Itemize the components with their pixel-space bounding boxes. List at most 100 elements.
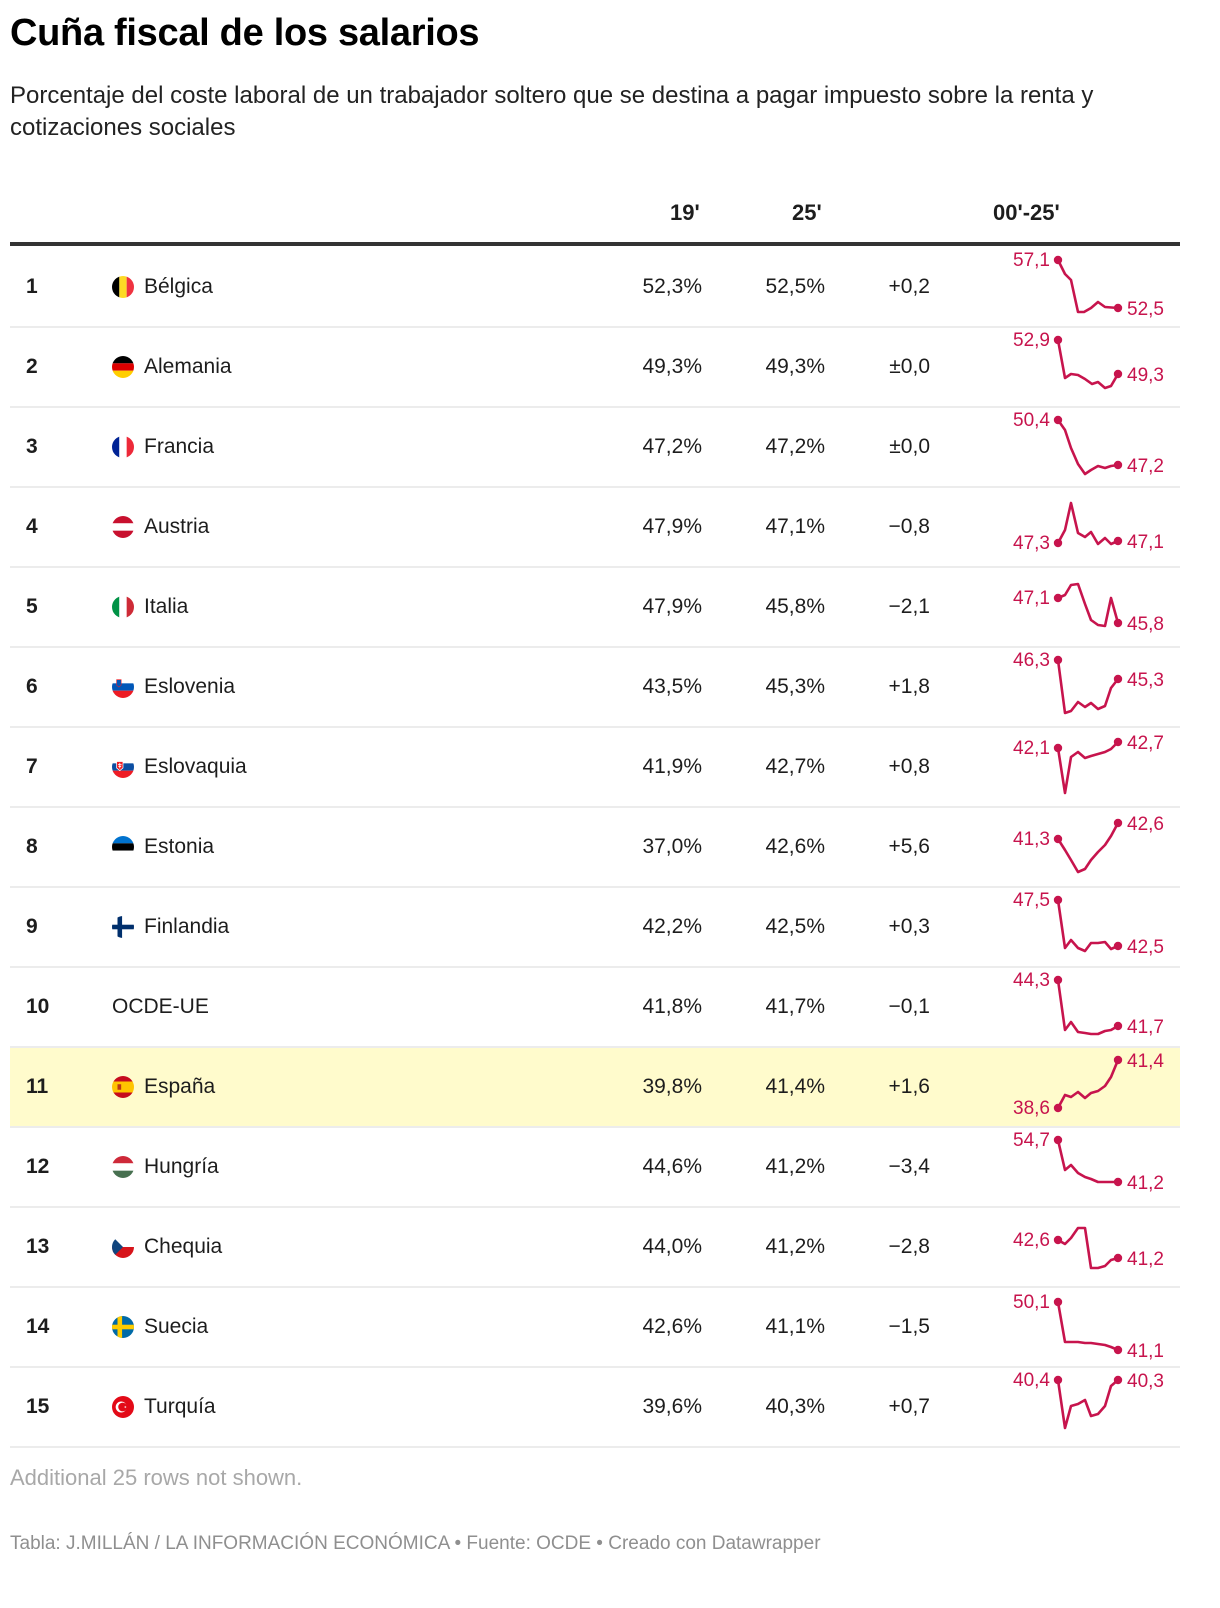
difference: ±0,0 [889, 435, 930, 458]
sparkline-start-label: 47,3 [1013, 533, 1050, 554]
difference: +1,8 [888, 675, 930, 698]
column-header-trend: 00'-25' [993, 200, 1060, 225]
rank: 11 [26, 1075, 49, 1098]
sparkline-start-label: 42,1 [1013, 738, 1050, 759]
sparkline-start-label: 52,9 [1013, 330, 1050, 351]
table-row: 9 Finlandia 42,2% 42,5% +0,3 47,5 42,5 [10, 888, 1180, 968]
country-cell: Italia [112, 568, 188, 646]
value-2019: 39,8% [642, 1075, 702, 1098]
table-row: 11 España 39,8% 41,4% +1,6 38,6 41,4 [10, 1048, 1180, 1128]
estonia-flag-icon [112, 836, 134, 858]
sparkline-start-label: 40,4 [1013, 1370, 1050, 1391]
value-2025: 47,1% [765, 515, 825, 538]
value-2025: 41,1% [765, 1315, 825, 1338]
sparkline-start-label: 47,5 [1013, 890, 1050, 911]
table-row: 1 Bélgica 52,3% 52,5% +0,2 57,1 52,5 [10, 248, 1180, 328]
value-2019: 43,5% [642, 675, 702, 698]
country-name: Eslovenia [144, 675, 236, 698]
trend-sparkline: 44,3 41,7 [990, 968, 1180, 1046]
country-name: Bélgica [144, 275, 213, 298]
sparkline-end-label: 41,1 [1127, 1341, 1164, 1362]
column-header-25[interactable]: 25' [792, 200, 822, 225]
country-name: Italia [144, 595, 189, 618]
sparkline-end-label: 42,7 [1127, 733, 1164, 754]
trend-sparkline: 57,1 52,5 [990, 248, 1180, 326]
source-footer: Tabla: J.MILLÁN / LA INFORMACIÓN ECONÓMI… [10, 1533, 821, 1554]
value-2019: 47,9% [642, 515, 702, 538]
sparkline-end-label: 45,3 [1127, 670, 1164, 691]
spain-flag-icon [112, 1076, 134, 1098]
rank: 15 [26, 1395, 50, 1418]
sparkline-start-label: 41,3 [1013, 829, 1050, 850]
value-2025: 41,7% [765, 995, 825, 1018]
sparkline-end-label: 47,2 [1127, 456, 1164, 477]
slovenia-flag-icon [112, 676, 134, 698]
trend-sparkline: 42,1 42,7 [990, 728, 1180, 806]
country-cell: Eslovenia [112, 648, 235, 726]
difference: +0,3 [888, 915, 930, 938]
rows-not-shown-note: Additional 25 rows not shown. [10, 1465, 303, 1490]
turkey-flag-icon [112, 1396, 134, 1418]
difference: −1,5 [888, 1315, 930, 1338]
rank: 6 [26, 675, 38, 698]
table-row: 12 Hungría 44,6% 41,2% −3,4 54,7 41,2 [10, 1128, 1180, 1208]
value-2025: 45,3% [765, 675, 825, 698]
value-2025: 42,7% [765, 755, 825, 778]
difference: +5,6 [888, 835, 930, 858]
trend-sparkline: 42,6 41,2 [990, 1208, 1180, 1286]
value-2019: 44,0% [642, 1235, 702, 1258]
difference: −2,1 [888, 595, 930, 618]
rank: 9 [26, 915, 38, 938]
hungary-flag-icon [112, 1156, 134, 1178]
value-2025: 42,6% [765, 835, 825, 858]
trend-sparkline: 50,1 41,1 [990, 1288, 1180, 1366]
sparkline-end-label: 45,8 [1127, 614, 1164, 635]
sparkline-end-label: 41,4 [1127, 1051, 1164, 1072]
value-2019: 41,8% [642, 995, 702, 1018]
belgium-flag-icon [112, 276, 134, 298]
country-name: Austria [144, 515, 210, 538]
table-row: 5 Italia 47,9% 45,8% −2,1 47,1 45,8 [10, 568, 1180, 648]
value-2025: 42,5% [765, 915, 825, 938]
country-name: Francia [144, 435, 215, 458]
page-subtitle: Porcentaje del coste laboral de un traba… [10, 82, 1094, 141]
value-2025: 41,4% [765, 1075, 825, 1098]
country-name: Chequia [144, 1235, 223, 1258]
country-name: Estonia [144, 835, 215, 858]
difference: −2,8 [888, 1235, 930, 1258]
country-name: España [144, 1075, 216, 1098]
value-2019: 47,9% [642, 595, 702, 618]
difference: ±0,0 [889, 355, 930, 378]
table-row: 2 Alemania 49,3% 49,3% ±0,0 52,9 49,3 [10, 328, 1180, 408]
trend-sparkline: 41,3 42,6 [990, 808, 1180, 886]
sparkline-start-label: 44,3 [1013, 970, 1050, 991]
table-row: 3 Francia 47,2% 47,2% ±0,0 50,4 47,2 [10, 408, 1180, 488]
rank: 3 [26, 435, 38, 458]
value-2019: 44,6% [642, 1155, 702, 1178]
table-row: 7 Eslovaquia 41,9% 42,7% +0,8 42,1 42,7 [10, 728, 1180, 808]
table-row: 13 Chequia 44,0% 41,2% −2,8 42,6 41,2 [10, 1208, 1180, 1288]
table-row: 15 Turquía 39,6% 40,3% +0,7 40,4 40,3 [10, 1368, 1180, 1448]
rank: 12 [26, 1155, 50, 1178]
value-2025: 41,2% [765, 1155, 825, 1178]
difference: −3,4 [888, 1155, 930, 1178]
slovakia-flag-icon [112, 756, 134, 778]
table-row: 14 Suecia 42,6% 41,1% −1,5 50,1 41,1 [10, 1288, 1180, 1368]
trend-sparkline: 47,3 47,1 [990, 488, 1180, 566]
sparkline-end-label: 42,6 [1127, 814, 1164, 835]
value-2019: 42,2% [642, 915, 702, 938]
value-2019: 47,2% [642, 435, 702, 458]
table-body: 1 Bélgica 52,3% 52,5% +0,2 57,1 52,5 2 A… [10, 248, 1180, 1448]
value-2025: 47,2% [765, 435, 825, 458]
table-header: 19' 25' 00'-25' [10, 196, 1180, 246]
difference: −0,1 [888, 995, 930, 1018]
italy-flag-icon [112, 596, 134, 618]
trend-sparkline: 50,4 47,2 [990, 408, 1180, 486]
column-header-19[interactable]: 19' [670, 200, 700, 225]
value-2025: 41,2% [765, 1235, 825, 1258]
table-row: 10 OCDE-UE 41,8% 41,7% −0,1 44,3 41,7 [10, 968, 1180, 1048]
country-cell: Turquía [112, 1368, 216, 1446]
sparkline-end-label: 52,5 [1127, 299, 1164, 320]
value-2025: 49,3% [765, 355, 825, 378]
country-name: Suecia [144, 1315, 209, 1338]
